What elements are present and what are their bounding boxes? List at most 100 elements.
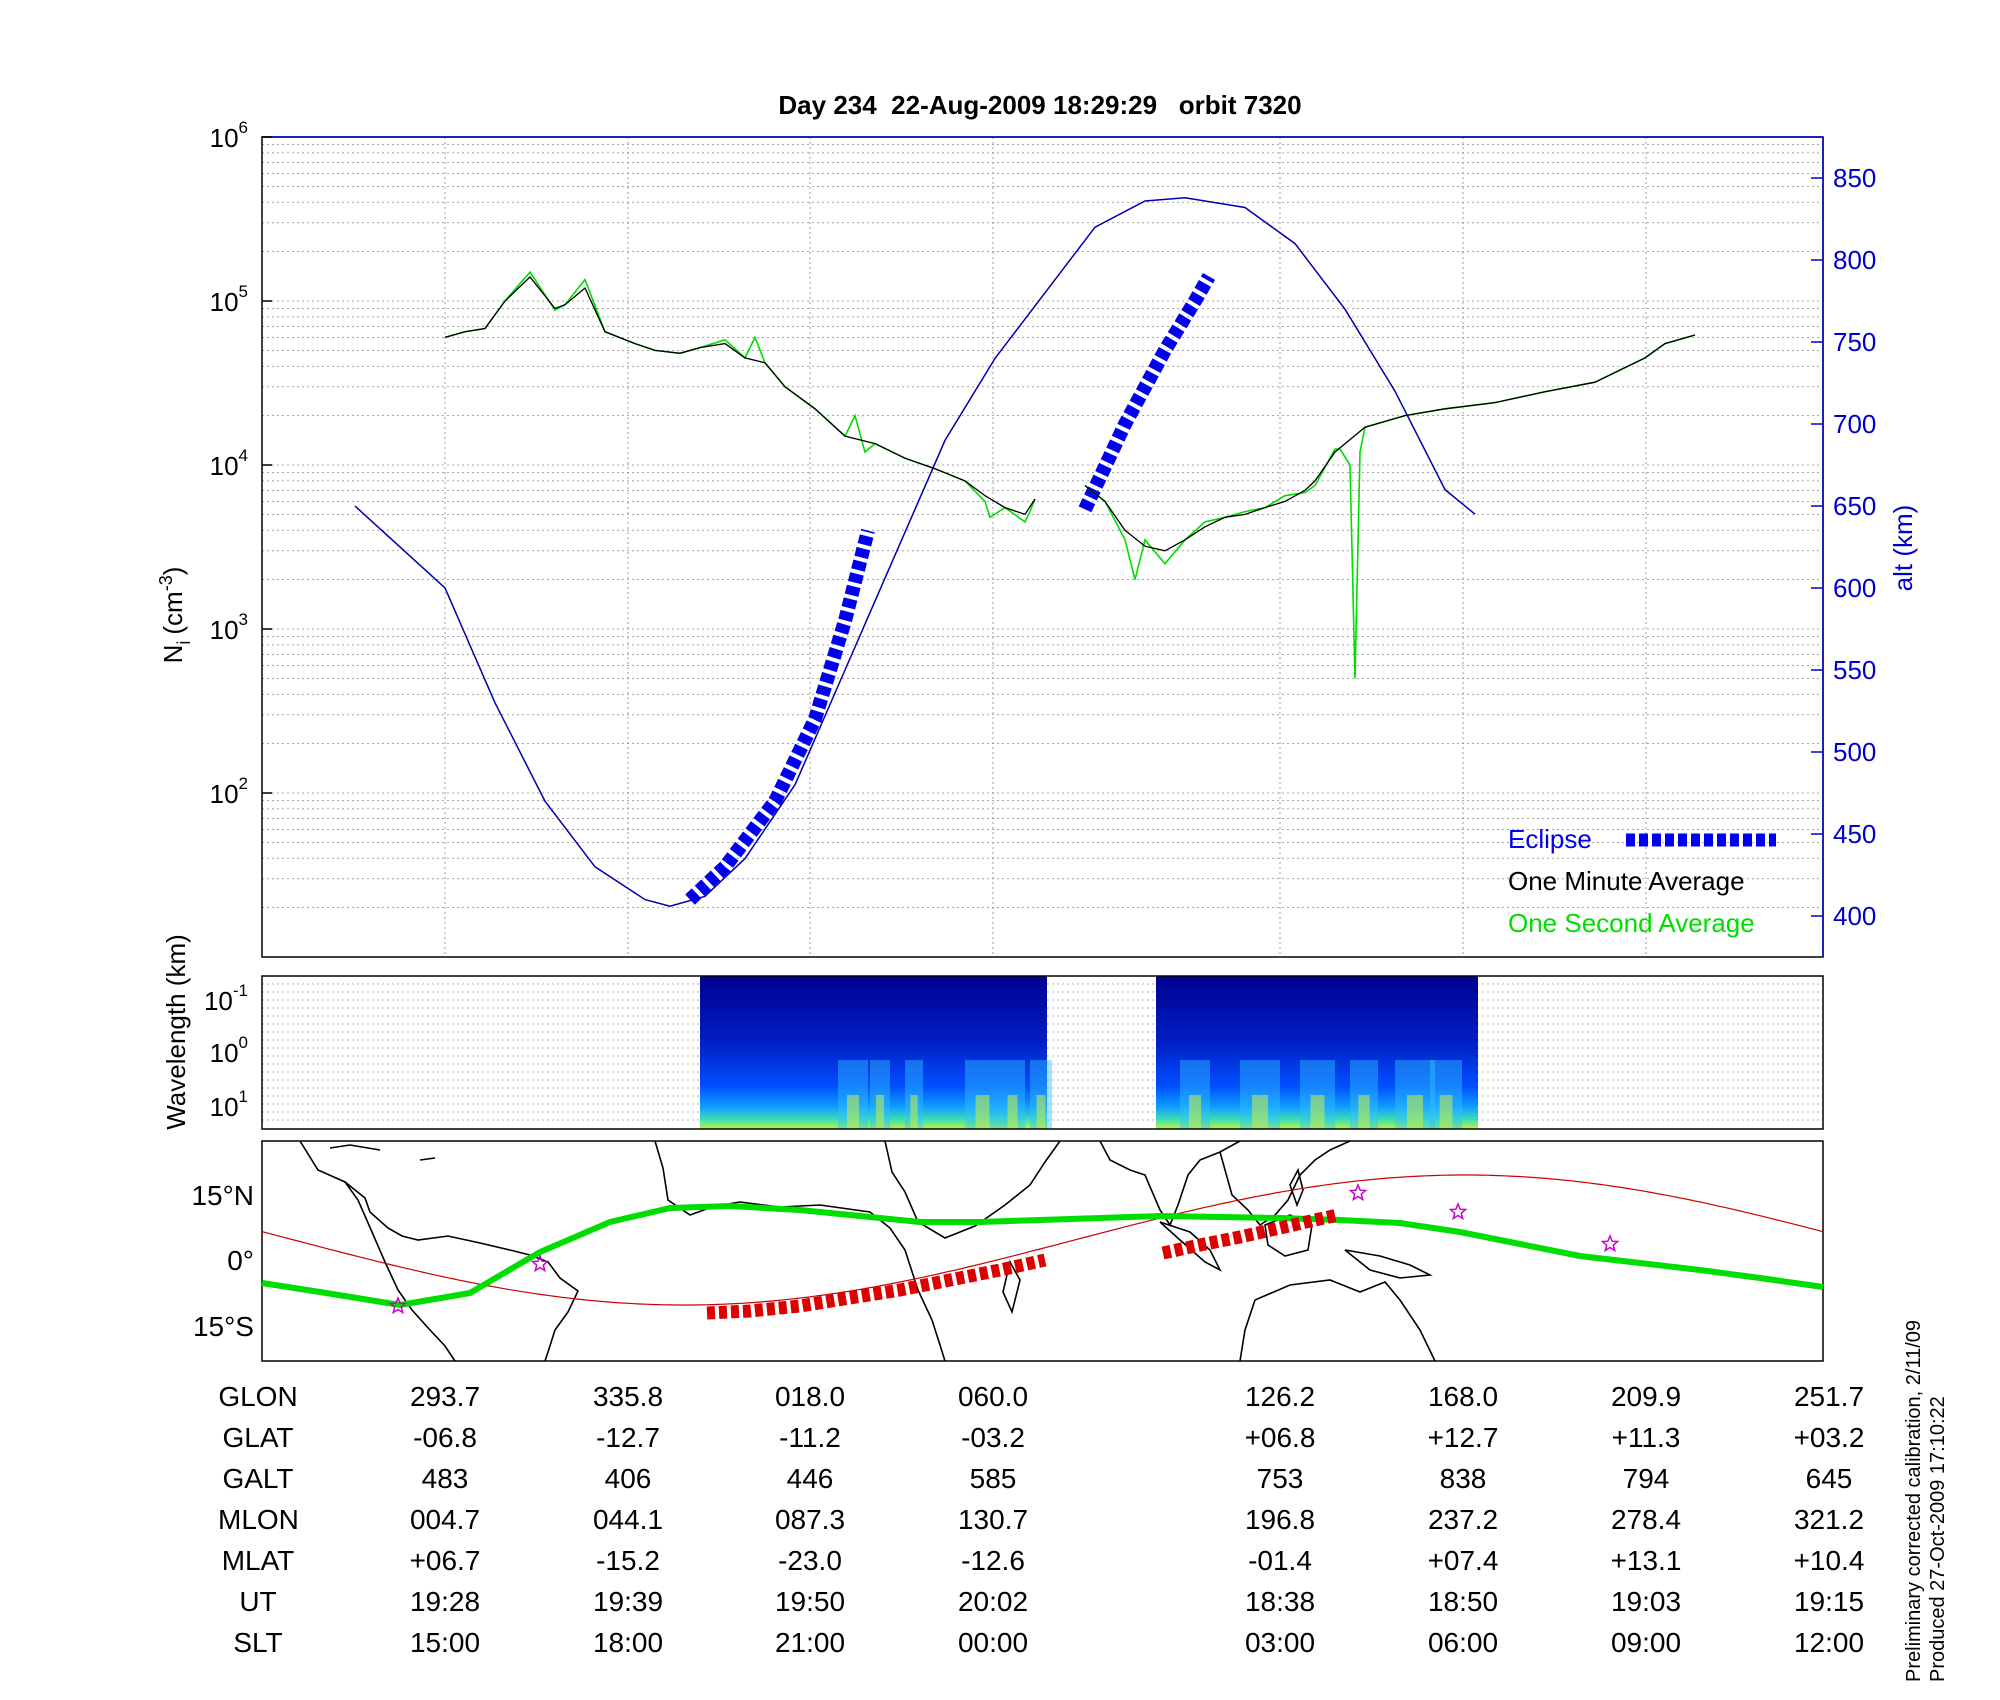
table-cell: 794 <box>1622 1463 1670 1494</box>
spectrogram-frame <box>261 975 1824 1130</box>
spec-streak-core <box>1310 1095 1325 1129</box>
eclipse-track-1 <box>706 1253 1047 1320</box>
spec-streak-core <box>876 1095 884 1129</box>
spectrogram-ytick-label: 100 <box>210 1033 248 1068</box>
density-ytick-label: 103 <box>210 610 248 645</box>
density-ytick-exp: 3 <box>239 610 248 629</box>
table-cell: 293.7 <box>409 1381 481 1412</box>
table-cell: 19:28 <box>409 1586 481 1617</box>
table-cell: -06.8 <box>413 1422 477 1453</box>
table-cell: 251.7 <box>1793 1381 1865 1412</box>
density-ylabel-exp: -3 <box>156 575 176 591</box>
table-cell: 335.8 <box>592 1381 664 1412</box>
table-row-label: GLAT <box>222 1422 294 1453</box>
density-ytick-label: 105 <box>210 282 248 317</box>
spec-streak-core <box>1189 1095 1201 1129</box>
coast-south-america <box>299 1140 580 1362</box>
table-cell: -12.6 <box>961 1545 1025 1576</box>
altitude-ylabel: alt (km) <box>1888 505 1918 592</box>
eclipse-track-2 <box>1161 1208 1340 1260</box>
density-ylabel-unit: (cm <box>158 591 188 634</box>
footnote-line1: Preliminary corrected calibration, 2/11/… <box>1903 1319 1925 1682</box>
table-cell: -12.7 <box>596 1422 660 1453</box>
coast-caribbean <box>329 1144 436 1161</box>
density-grid <box>262 137 1823 958</box>
spectrogram-ytick-base: 10 <box>204 986 233 1016</box>
spec-streak-core <box>847 1095 859 1129</box>
legend: Eclipse One Minute Average One Second Av… <box>1508 824 1776 938</box>
table-cell: 004.7 <box>409 1504 481 1535</box>
table-cell: 18:00 <box>592 1627 664 1658</box>
density-ytick-exp: 5 <box>239 282 248 301</box>
table-cell: 060.0 <box>957 1381 1029 1412</box>
table-row-label: MLAT <box>221 1545 295 1576</box>
table-cell: 209.9 <box>1610 1381 1682 1412</box>
second-average-line <box>444 270 1036 524</box>
table-cell: 21:00 <box>774 1627 846 1658</box>
spec-streak-core <box>1007 1095 1018 1129</box>
legend-minute-label: One Minute Average <box>1508 866 1745 896</box>
spectrogram-ytick-label: 10-1 <box>204 981 248 1016</box>
map-star-marker <box>1348 1182 1368 1202</box>
density-ylabel-sub: i <box>174 641 194 645</box>
table-cell: -23.0 <box>778 1545 842 1576</box>
table-cell: +06.7 <box>409 1545 481 1576</box>
table-cell: 838 <box>1439 1463 1487 1494</box>
table-cell: 06:00 <box>1427 1627 1499 1658</box>
map-ytick-0: 0° <box>227 1245 254 1276</box>
table-cell: +11.3 <box>1611 1422 1681 1453</box>
table-cell: 087.3 <box>774 1504 846 1535</box>
table-cell: 20:02 <box>957 1586 1029 1617</box>
table-cell: 00:00 <box>957 1627 1029 1658</box>
spectrogram-ylabel: Wavelength (km) <box>161 934 191 1130</box>
spec-streak-core <box>1358 1095 1370 1129</box>
chart-title: Day 234 22-Aug-2009 18:29:29 orbit 7320 <box>778 90 1301 120</box>
spectrogram-ytick-exp: 0 <box>239 1033 248 1052</box>
density-ylabel: Ni (cm-3) <box>156 567 194 664</box>
table-row-label: GALT <box>222 1463 294 1494</box>
table-row-label: SLT <box>233 1627 283 1658</box>
density-ytick-base: 10 <box>210 287 239 317</box>
table-cell: -01.4 <box>1248 1545 1312 1576</box>
table-cell: 19:03 <box>1610 1586 1682 1617</box>
altitude-ytick-label: 800 <box>1833 245 1876 275</box>
table-cell: 237.2 <box>1427 1504 1499 1535</box>
table-cell: 15:00 <box>409 1627 481 1658</box>
spec-streak-core <box>1252 1095 1268 1129</box>
spec-streak-core <box>1439 1095 1453 1129</box>
table-cell: 19:39 <box>592 1586 664 1617</box>
coast-africa-east <box>884 1140 1061 1239</box>
table-cell: 19:15 <box>1793 1586 1865 1617</box>
density-ytick-base: 10 <box>210 123 239 153</box>
coast-borneo <box>1264 1214 1313 1257</box>
altitude-ytick-label: 850 <box>1833 163 1876 193</box>
altitude-ytick-label: 400 <box>1833 901 1876 931</box>
spec-streak-core <box>910 1095 918 1129</box>
table-cell: 278.4 <box>1610 1504 1682 1535</box>
altitude-ytick-label: 750 <box>1833 327 1876 357</box>
density-ytick-label: 102 <box>210 774 248 809</box>
table-cell: 03:00 <box>1244 1627 1316 1658</box>
map-ytick-15n: 15°N <box>191 1180 254 1211</box>
altitude-ytick-labels: 400 450 500 550 600 650 700 750 800 850 <box>1811 163 1876 931</box>
spec-streak <box>870 1060 890 1129</box>
map-markers <box>388 1182 1620 1315</box>
magnetic-equator <box>261 1202 1824 1309</box>
table-cell: +07.4 <box>1427 1545 1499 1576</box>
table-cell: -11.2 <box>779 1422 841 1453</box>
altitude-line <box>354 196 1476 907</box>
spec-streak <box>905 1060 923 1129</box>
eclipse-segment <box>1078 272 1216 513</box>
altitude-ytick-label: 650 <box>1833 491 1876 521</box>
table-row-label: UT <box>239 1586 277 1617</box>
altitude-ytick-label: 500 <box>1833 737 1876 767</box>
footnote-line2: Produced 27-Oct-2009 17:10:22 <box>1927 1396 1949 1682</box>
altitude-ytick-label: 550 <box>1833 655 1876 685</box>
table-cell: 196.8 <box>1244 1504 1316 1535</box>
table-cell: 126.2 <box>1244 1381 1316 1412</box>
map-ytick-15s: 15°S <box>193 1311 254 1342</box>
density-ytick-exp: 6 <box>239 118 248 137</box>
altitude-ytick-label: 700 <box>1833 409 1876 439</box>
series-layer <box>354 196 1696 907</box>
